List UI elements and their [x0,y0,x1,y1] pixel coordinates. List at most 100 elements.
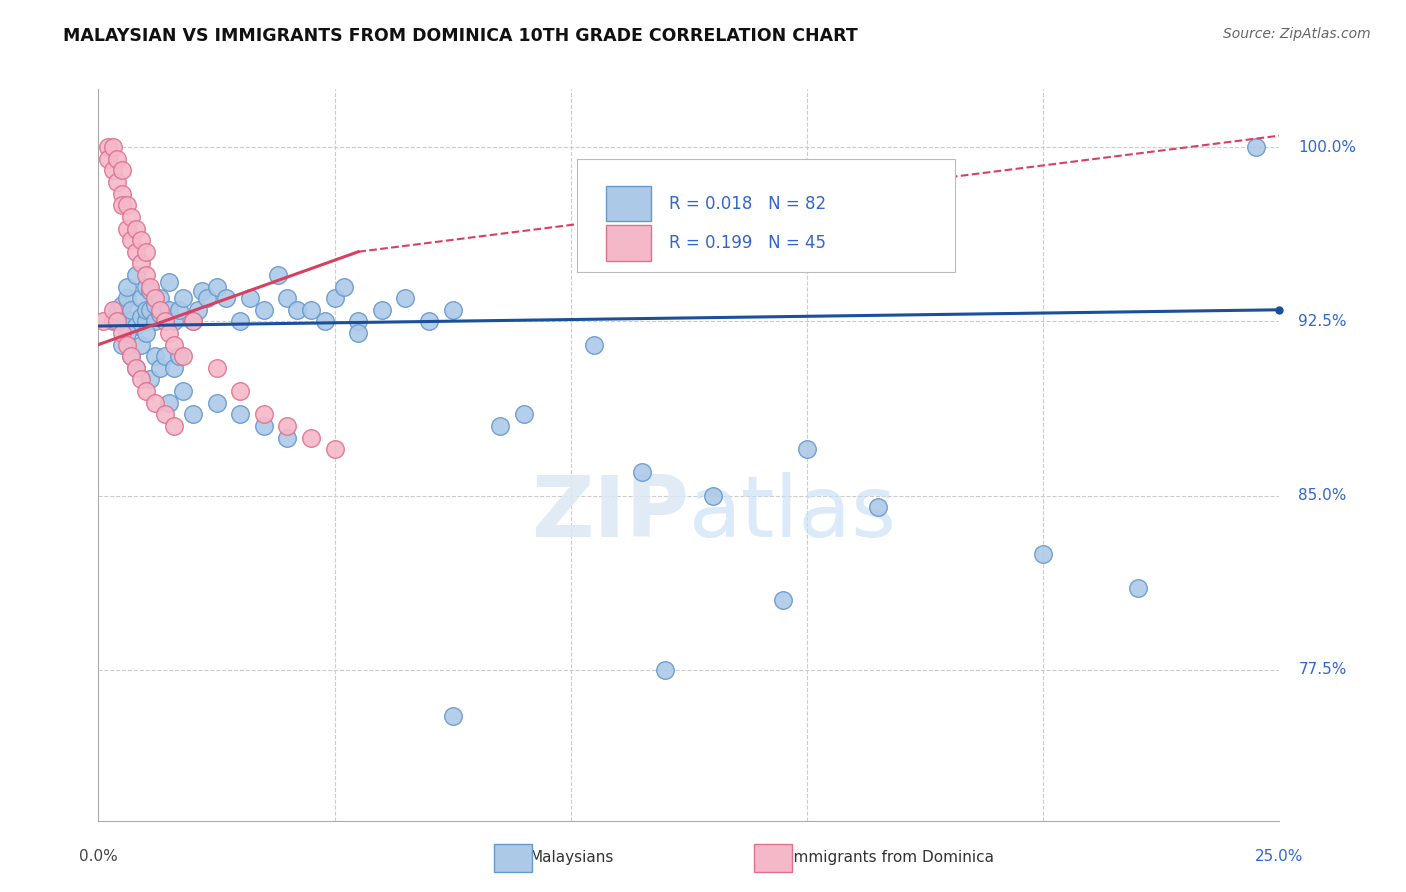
Point [135,268,157,282]
Point [115,291,138,305]
FancyBboxPatch shape [606,186,651,221]
Point [125,268,148,282]
Point [181,314,204,328]
Point [115,326,138,340]
Point [489,418,512,433]
Point [276,291,298,305]
Point [347,314,370,328]
Point [105,302,128,317]
Point [187,302,209,317]
Point [121,314,143,328]
Point [125,360,148,375]
Point [441,709,464,723]
Point [323,442,346,456]
FancyBboxPatch shape [606,226,651,260]
Point [139,284,162,298]
Point [111,337,134,351]
Text: 92.5%: 92.5% [1298,314,1347,329]
Point [299,302,322,317]
Text: MALAYSIAN VS IMMIGRANTS FROM DOMINICA 10TH GRADE CORRELATION CHART: MALAYSIAN VS IMMIGRANTS FROM DOMINICA 10… [63,27,858,45]
Text: 25.0%: 25.0% [1256,848,1303,863]
Point [181,407,204,421]
Point [97,140,120,154]
Text: Source: ZipAtlas.com: Source: ZipAtlas.com [1223,27,1371,41]
Point [630,466,652,480]
Point [371,302,394,317]
Text: R = 0.199   N = 45: R = 0.199 N = 45 [669,234,825,252]
Point [135,314,157,328]
Point [115,279,138,293]
Point [654,663,676,677]
Point [121,210,143,224]
Point [115,221,138,235]
Point [583,337,606,351]
Point [115,198,138,212]
Text: 85.0%: 85.0% [1298,488,1347,503]
Point [167,302,190,317]
Point [135,384,157,398]
Point [1032,547,1054,561]
Point [153,314,176,328]
Point [105,175,128,189]
Point [163,337,186,351]
Point [121,302,143,317]
Text: 0.0%: 0.0% [79,848,118,863]
Point [163,418,186,433]
Point [111,163,134,178]
Point [253,407,276,421]
Point [125,319,148,334]
Point [195,291,218,305]
Point [149,291,172,305]
Point [139,372,162,386]
Point [125,221,148,235]
Point [115,337,138,351]
Point [172,291,194,305]
Point [153,314,176,328]
Point [129,256,152,270]
Point [129,310,152,324]
Point [157,302,180,317]
Point [125,244,148,259]
Point [441,302,464,317]
Point [172,349,194,363]
Point [153,349,176,363]
FancyBboxPatch shape [494,844,531,871]
Point [394,291,416,305]
Point [125,360,148,375]
Point [253,302,276,317]
Point [143,395,166,409]
Point [153,407,176,421]
Point [139,279,162,293]
Point [101,314,124,328]
Point [129,337,152,351]
Point [866,500,889,515]
Point [157,326,180,340]
Point [129,291,152,305]
Point [135,326,157,340]
Point [143,298,166,312]
Text: Malaysians: Malaysians [530,850,614,865]
Point [149,302,172,317]
Point [135,302,157,317]
Point [267,268,290,282]
Point [163,314,186,328]
Point [121,349,143,363]
Point [143,314,166,328]
Point [181,314,204,328]
Point [101,140,124,154]
Point [101,302,124,317]
Point [205,279,228,293]
Text: atlas: atlas [689,472,897,555]
Point [1126,582,1149,596]
Point [91,314,114,328]
Point [299,430,322,444]
Point [229,314,252,328]
Point [314,314,336,328]
Point [285,302,308,317]
Point [205,360,228,375]
Point [512,407,534,421]
Point [121,349,143,363]
Point [139,302,162,317]
Point [111,198,134,212]
Point [129,233,152,247]
